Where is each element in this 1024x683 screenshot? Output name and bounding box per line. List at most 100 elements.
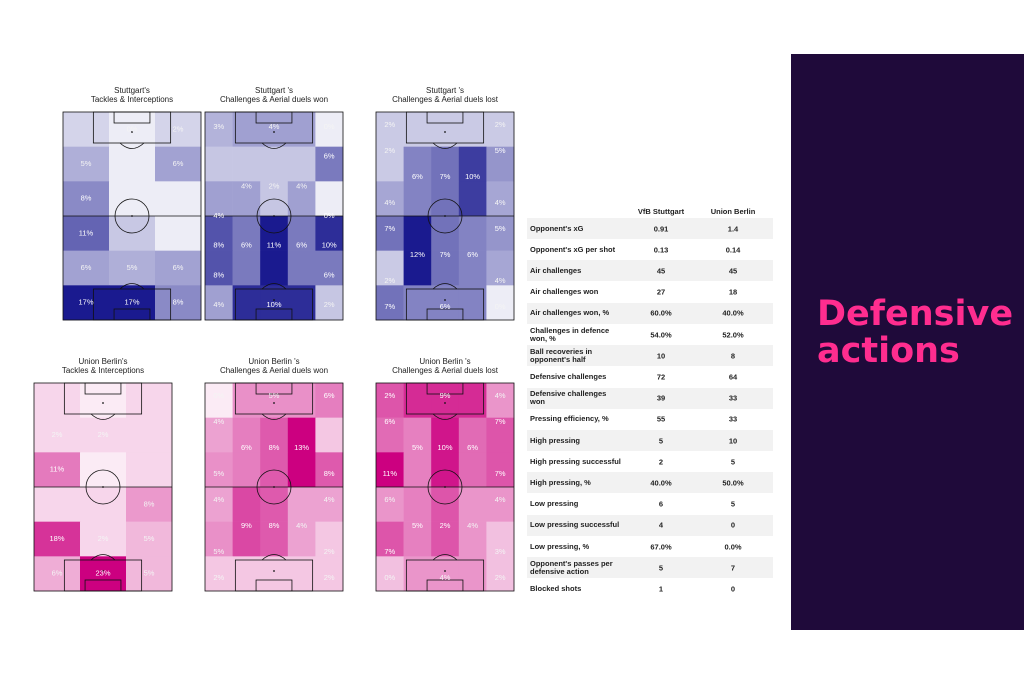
heatmap-cell: [126, 521, 173, 557]
penalty-arc-bottom: [261, 554, 287, 561]
zone-label: 4%: [296, 181, 307, 190]
penalty-spot-top: [131, 131, 133, 133]
heatmap-cell: [431, 417, 460, 453]
heatmap-cell: [232, 521, 261, 557]
row-label: Defensive challenges: [530, 371, 607, 381]
heatmap-cell: [403, 487, 432, 522]
heatmap-cell: [287, 556, 316, 592]
zone-label: 0%: [127, 124, 138, 133]
table-row: Challenges in defence won, % 54.0% 52.0%: [527, 324, 773, 345]
heatmap-cell: [260, 383, 289, 418]
heatmap-cell: [63, 250, 110, 286]
stuttgart-value: 0.13: [653, 245, 669, 255]
zone-label: 10%: [437, 443, 452, 452]
heatmap-cell: [315, 556, 344, 592]
heatmap-cell: [458, 556, 487, 592]
heatmap-cell: [232, 216, 261, 251]
heatmap-cell: [80, 383, 127, 418]
centre-spot: [102, 486, 104, 488]
stuttgart-value: 72: [656, 372, 666, 382]
zone-label: 12%: [410, 250, 425, 259]
heatmap-cell: [458, 521, 487, 557]
zone-label: 4%: [495, 276, 506, 285]
table-row: Defensive challenges won 39 33: [527, 387, 773, 409]
chart-title: Union Berlin 's Challenges & Aerial duels…: [356, 357, 534, 375]
heatmap-cell: [109, 216, 156, 251]
heatmap-cell: [287, 181, 316, 217]
page-title-line: actions: [817, 331, 960, 371]
zone-label: 2%: [173, 124, 184, 133]
zone-label: 6%: [81, 263, 92, 272]
stuttgart-value: 67.0%: [650, 542, 672, 551]
zone-label: 6%: [384, 495, 395, 504]
column-header-stuttgart: VfB Stuttgart: [637, 207, 685, 216]
heatmap-cell: [109, 146, 156, 182]
heatmap-cell: [431, 146, 460, 182]
heatmap-cell: [403, 521, 432, 557]
heatmap-cell: [376, 181, 404, 217]
zone-label: 7%: [384, 224, 395, 233]
stuttgart-value: 5: [658, 436, 664, 445]
heatmap-cell: [376, 112, 404, 147]
heatmap-cell: [458, 216, 487, 251]
union-value: 0: [730, 584, 736, 594]
zone-label: 4%: [324, 495, 335, 504]
heatmap-cell: [260, 285, 289, 321]
zone-label: 6%: [324, 391, 335, 400]
zone-label: 8%: [81, 194, 92, 203]
centre-spot: [273, 486, 275, 488]
stuttgart-value: 60.0%: [650, 308, 672, 318]
heatmap-cell: [486, 417, 515, 453]
heatmap-cell: [486, 383, 515, 418]
row-label: Ball recoveries in opponent's half: [530, 346, 593, 364]
zone-label: 5%: [144, 569, 155, 578]
goal-box-bottom: [255, 579, 293, 592]
heatmap-cell: [205, 112, 233, 147]
heatmap-cell: [63, 112, 110, 147]
zone-label: 2%: [384, 120, 395, 129]
penalty-arc-top: [432, 413, 458, 420]
zone-label: 2%: [269, 181, 280, 190]
union-value: 10: [728, 436, 738, 445]
zone-label: 4%: [213, 211, 224, 220]
zone-label: 11%: [383, 469, 398, 478]
zone-label: 6%: [467, 443, 478, 452]
goal-box-bottom: [426, 579, 464, 592]
heatmap-cell: [287, 250, 316, 286]
table-row: Blocked shots 1 0: [527, 578, 773, 599]
heatmap-cell: [260, 417, 289, 453]
centre-circle: [427, 198, 463, 234]
chart-title-line: Stuttgart's: [114, 86, 150, 95]
heatmap-cell: [109, 112, 156, 147]
zone-label: 4%: [213, 300, 224, 309]
centre-spot: [444, 486, 446, 488]
penalty-arc-top: [119, 142, 145, 149]
zone-label: 6%: [296, 241, 307, 250]
centre-spot: [273, 215, 275, 217]
row-label: Challenges in defence won, %: [530, 325, 610, 343]
heatmap-cell: [260, 487, 289, 522]
zone-label: 6%: [52, 569, 63, 578]
stuttgart-value: 1: [658, 584, 664, 594]
zone-label: 6%: [324, 270, 335, 279]
heatmap-cell: [458, 181, 487, 217]
zone-label: 2%: [98, 534, 109, 543]
heatmap-cell: [232, 452, 261, 488]
row-label: Opponent's xG per shot: [530, 244, 616, 254]
zone-label: 4%: [495, 391, 506, 400]
row-label: High pressing, %: [530, 477, 591, 487]
row-label: Opponent's xG: [530, 223, 584, 233]
heatmap-cell: [232, 250, 261, 286]
table-row: Defensive challenges 72 64: [527, 366, 773, 387]
union-value: 33: [728, 414, 738, 424]
chart-title-line: Union Berlin 's: [248, 357, 300, 366]
chart-title-line: Tackles & Interceptions: [61, 366, 145, 375]
heatmap-cell: [315, 181, 344, 217]
zone-label: 4%: [384, 198, 395, 207]
zone-label: 2%: [98, 430, 109, 439]
zone-label: 6%: [384, 417, 395, 426]
heatmap-cell: [431, 521, 460, 557]
penalty-arc-top: [90, 413, 116, 420]
union-value: 52.0%: [722, 330, 744, 339]
heatmap-cell: [431, 487, 460, 522]
